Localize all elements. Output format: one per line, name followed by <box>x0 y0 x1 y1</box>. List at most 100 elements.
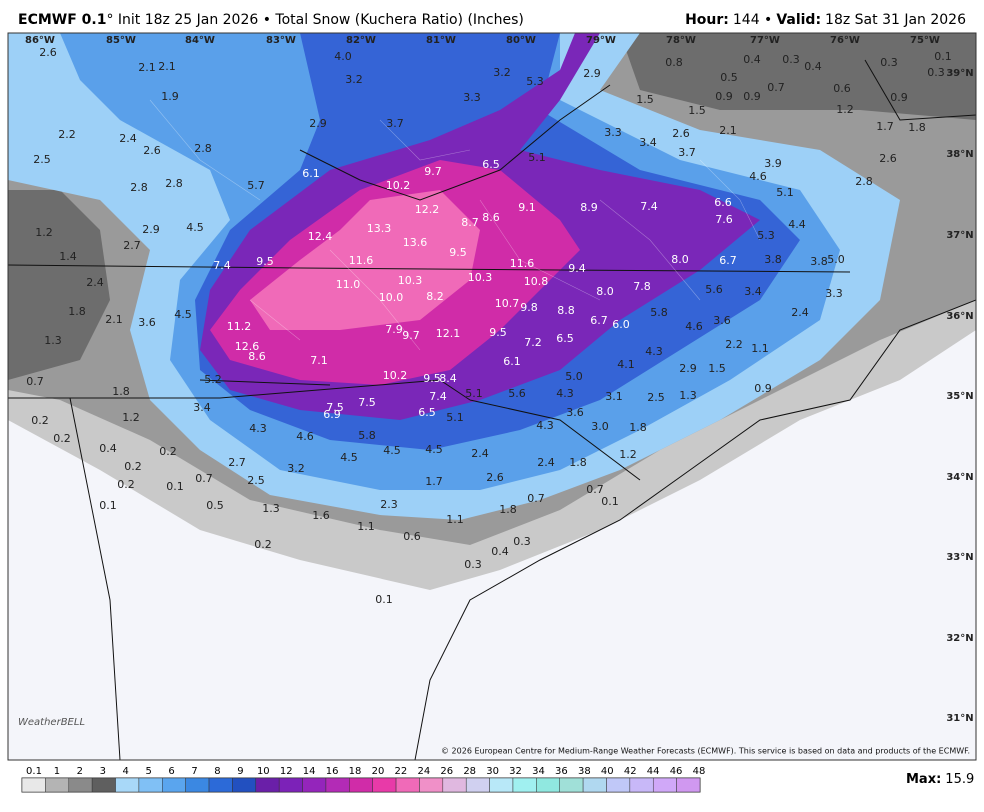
valid: 18z Sat 31 Jan 2026 <box>825 12 966 28</box>
snow-total-label: 9.7 <box>402 329 420 342</box>
snow-total-label: 4.5 <box>383 444 401 457</box>
colorbar-tick-label: 6 <box>168 766 174 777</box>
snow-total-label: 7.5 <box>358 396 376 409</box>
snow-total-label: 0.5 <box>720 71 738 84</box>
snow-total-label: 6.1 <box>503 355 521 368</box>
snow-total-label: 3.0 <box>591 420 609 433</box>
snow-total-label: 12.2 <box>415 203 440 216</box>
valid-info: Hour: 144 • Valid: 18z Sat 31 Jan 2026 <box>685 12 966 28</box>
snow-total-label: 0.2 <box>254 538 272 551</box>
snow-total-label: 0.3 <box>880 56 898 69</box>
colorbar-tick-label: 2 <box>77 766 83 777</box>
colorbar-swatch <box>559 777 584 793</box>
snow-total-label: 3.4 <box>193 401 211 414</box>
snow-total-label: 0.7 <box>586 483 604 496</box>
snow-total-label: 8.0 <box>671 253 689 266</box>
snow-total-label: 0.2 <box>53 432 71 445</box>
snow-total-label: 2.6 <box>39 46 57 59</box>
lon-label: 80°W <box>506 35 536 46</box>
colorbar-tick-label: 20 <box>372 766 385 777</box>
snow-total-label: 0.4 <box>99 442 117 455</box>
snow-total-label: 7.6 <box>715 213 733 226</box>
lat-label: 33°N <box>946 552 973 563</box>
snow-total-label: 1.8 <box>499 503 517 516</box>
snow-total-label: 8.2 <box>426 290 444 303</box>
snow-total-label: 1.5 <box>708 362 726 375</box>
snow-total-label: 6.7 <box>719 254 737 267</box>
snow-total-label: 1.7 <box>425 475 443 488</box>
snow-total-label: 0.4 <box>491 545 509 558</box>
snow-total-label: 9.5 <box>449 246 467 259</box>
snow-total-label: 10.8 <box>524 275 549 288</box>
snow-total-label: 4.6 <box>685 320 703 333</box>
max-value: 15.9 <box>945 772 974 787</box>
snow-total-label: 5.6 <box>508 387 526 400</box>
snow-total-label: 10.2 <box>386 179 411 192</box>
snow-total-label: 6.6 <box>714 196 732 209</box>
colorbar-tick-label: 10 <box>257 766 270 777</box>
hour: 144 • <box>733 12 772 28</box>
snow-total-label: 7.4 <box>213 259 231 272</box>
map-frame <box>7 32 977 761</box>
snow-total-label: 5.1 <box>465 387 483 400</box>
colorbar-swatch <box>512 777 537 793</box>
snow-total-label: 9.5 <box>423 372 441 385</box>
snow-total-label: 1.8 <box>112 385 130 398</box>
snow-total-label: 5.0 <box>565 370 583 383</box>
lon-label: 85°W <box>106 35 136 46</box>
snow-total-label: 0.9 <box>715 90 733 103</box>
snow-total-label: 6.7 <box>590 314 608 327</box>
colorbar-swatch <box>372 777 397 793</box>
snow-total-label: 13.3 <box>367 222 392 235</box>
snow-total-label: 2.3 <box>380 498 398 511</box>
colorbar-swatch <box>185 777 210 793</box>
snow-total-label: 9.8 <box>520 301 538 314</box>
map-field <box>8 33 976 760</box>
colorbar-tick-label: 18 <box>349 766 362 777</box>
snow-total-label: 1.8 <box>629 421 647 434</box>
snow-total-label: 2.5 <box>33 153 51 166</box>
colorbar-swatch <box>302 777 327 793</box>
lon-label: 76°W <box>830 35 860 46</box>
snow-total-label: 1.7 <box>876 120 894 133</box>
colorbar-swatch <box>45 777 70 793</box>
snow-total-label: 2.5 <box>647 391 665 404</box>
snow-total-label: 2.4 <box>86 276 104 289</box>
snow-total-label: 2.4 <box>537 456 555 469</box>
snow-total-label: 2.5 <box>247 474 265 487</box>
lon-label: 75°W <box>910 35 940 46</box>
colorbar-tick-label: 42 <box>624 766 637 777</box>
snow-total-label: 2.4 <box>119 132 137 145</box>
snow-total-label: 12.6 <box>235 340 260 353</box>
snow-total-label: 3.2 <box>493 66 511 79</box>
snow-total-label: 10.0 <box>379 291 404 304</box>
snow-total-label: 2.7 <box>123 239 141 252</box>
snow-total-label: 11.2 <box>227 320 252 333</box>
colorbar-swatch <box>115 777 140 793</box>
snow-total-label: 7.8 <box>633 280 651 293</box>
lat-label: 36°N <box>946 311 973 322</box>
snow-total-label: 0.2 <box>124 460 142 473</box>
snow-total-label: 1.3 <box>679 389 697 402</box>
hour-label: Hour: <box>685 12 729 28</box>
colorbar-swatch <box>536 777 560 793</box>
snow-total-label: 5.8 <box>358 429 376 442</box>
colorbar-swatch <box>349 777 373 793</box>
lat-label: 35°N <box>946 391 973 402</box>
title: ECMWF 0.1° Init 18z 25 Jan 2026 • Total … <box>18 12 524 28</box>
snow-total-label: 1.2 <box>35 226 53 239</box>
snow-total-label: 2.8 <box>130 181 148 194</box>
snow-total-label: 4.3 <box>556 387 574 400</box>
snow-total-label: 4.5 <box>340 451 358 464</box>
snow-total-label: 3.4 <box>639 136 657 149</box>
snow-total-label: 5.7 <box>247 179 265 192</box>
snow-total-label: 1.9 <box>161 90 179 103</box>
snow-total-label: 3.7 <box>678 146 696 159</box>
lon-label: 79°W <box>586 35 616 46</box>
snow-total-label: 2.1 <box>158 60 176 73</box>
snow-total-label: 0.1 <box>375 593 393 606</box>
colorbar-tick-label: 7 <box>191 766 197 777</box>
snow-total-label: 2.8 <box>855 175 873 188</box>
colorbar-tick-label: 40 <box>601 766 614 777</box>
max-label: Max: <box>906 772 941 787</box>
